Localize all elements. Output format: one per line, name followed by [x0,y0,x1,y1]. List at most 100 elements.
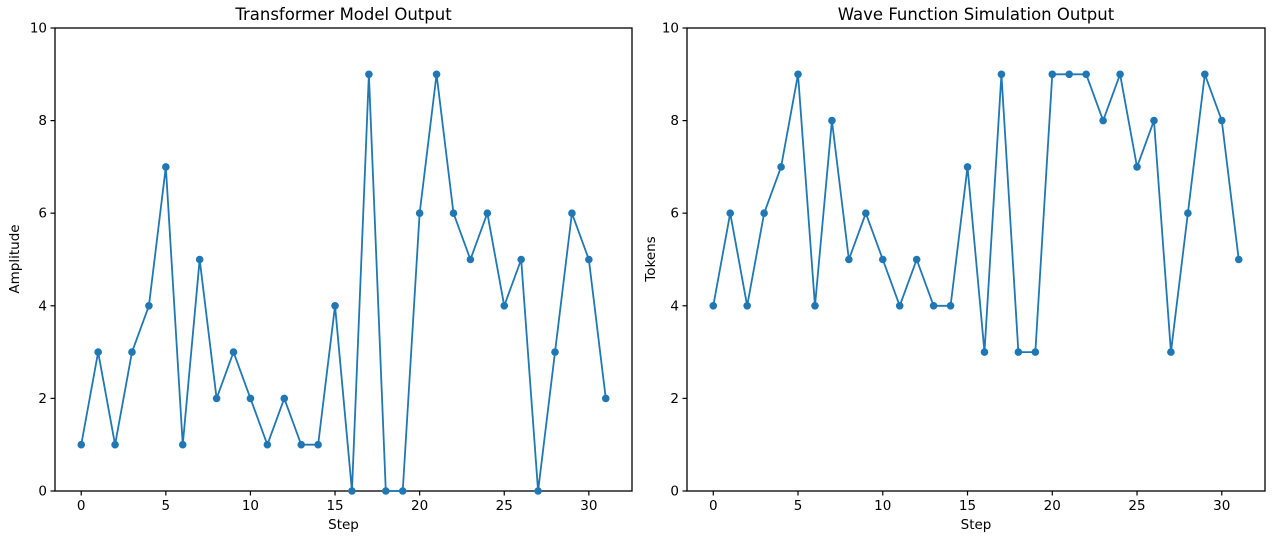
data-point [1234,255,1243,264]
data-point [466,255,475,264]
data-point [534,487,542,495]
data-point [229,348,238,356]
right-chart-title: Wave Function Simulation Output [837,5,1115,24]
y-tick-label: 2 [38,391,47,407]
data-point [77,440,86,449]
data-point [415,209,424,217]
data-point [297,440,305,449]
data-point [601,394,610,403]
x-tick-label: 15 [326,498,343,514]
y-tick-label: 0 [670,484,679,500]
data-point [929,302,938,310]
x-tick-label: 25 [496,498,513,514]
y-tick-label: 8 [38,113,47,129]
data-point [946,302,955,310]
x-tick-label: 15 [959,498,976,514]
data-point [145,302,153,310]
y-tick-label: 2 [670,391,679,407]
data-point [726,209,735,217]
plot-frame [686,27,1266,492]
data-point [1133,163,1141,171]
right-chart-plot: 0 5 10 15 20 25 30 0 2 4 6 8 10 [662,21,1266,514]
y-tick-label: 4 [670,298,679,314]
data-point [1167,348,1175,356]
data-point [963,163,972,171]
data-point [94,348,102,356]
plot-frame [54,27,633,492]
left-chart-xlabel: Step [328,517,359,533]
data-point [878,255,887,264]
data-point [1099,116,1107,125]
data-point [500,302,509,310]
data-point [980,348,989,356]
data-point [551,348,559,356]
data-point [568,209,576,217]
data-point [794,70,802,79]
x-tick-label: 0 [709,498,718,514]
y-tick-label: 6 [38,206,47,222]
x-tick-label: 20 [411,498,428,514]
data-point [1082,70,1090,79]
data-point [483,209,492,217]
x-tick-label: 5 [794,498,803,514]
y-tick-label: 6 [670,206,679,222]
data-point [845,255,853,264]
data-point [246,394,255,403]
y-tick-label: 4 [38,298,47,314]
data-point [517,255,525,264]
x-tick-label: 0 [77,498,86,514]
data-point [162,163,170,171]
data-point [828,116,836,125]
data-point [398,487,407,495]
data-point [1031,348,1040,356]
data-point [128,348,136,356]
left-chart-title: Transformer Model Output [235,5,452,24]
data-point [895,302,904,310]
data-point [862,209,870,217]
data-point [777,163,785,171]
left-chart-plot: 0 5 10 15 20 25 30 0 2 4 6 8 10 [30,21,633,514]
data-point [111,440,119,449]
data-point [585,255,593,264]
data-point [997,70,1006,79]
data-line [712,73,1240,354]
data-point [212,394,221,403]
data-point [760,209,768,217]
data-point [1201,70,1209,79]
data-point [1184,209,1192,217]
x-tick-label: 25 [1128,498,1145,514]
data-point [709,302,718,310]
left-chart: Transformer Model Output Amplitude Step … [7,5,633,533]
data-point [348,487,356,495]
y-tick-label: 0 [38,484,47,500]
data-point [1217,116,1226,125]
data-point [1065,70,1074,79]
data-point [331,302,339,310]
right-chart: Wave Function Simulation Output Tokens S… [636,0,1272,541]
x-tick-label: 10 [874,498,891,514]
y-tick-label: 10 [662,21,679,37]
y-tick-label: 10 [30,21,47,37]
data-point [1150,116,1158,125]
data-point [263,440,272,449]
data-point [365,70,373,79]
data-point [178,440,187,449]
y-tick-label: 8 [670,113,679,129]
data-point [449,209,458,217]
data-point [314,440,322,449]
data-point [912,255,921,264]
data-point [743,302,751,310]
x-tick-label: 10 [242,498,259,514]
data-point [811,302,819,310]
x-tick-label: 30 [580,498,597,514]
data-line [80,73,607,492]
data-point [1048,70,1057,79]
data-point [195,255,204,264]
x-tick-label: 30 [1213,498,1230,514]
data-point [432,70,441,79]
data-point [382,487,390,495]
right-chart-xlabel: Step [960,517,992,533]
data-point [280,394,289,403]
x-tick-label: 20 [1044,498,1061,514]
